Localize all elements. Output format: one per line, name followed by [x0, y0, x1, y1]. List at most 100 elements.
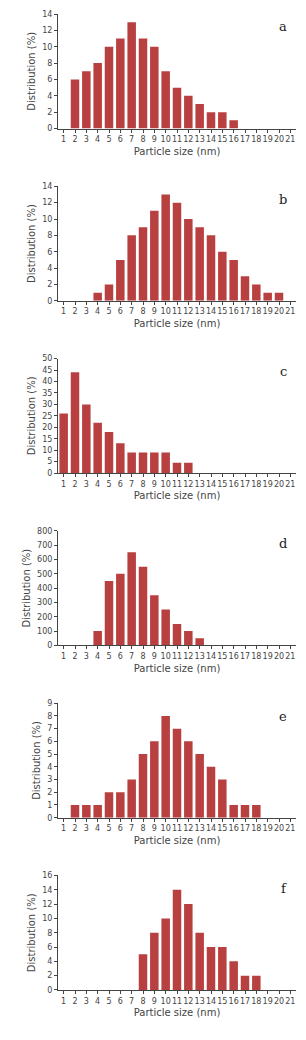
svg-text:7: 7 — [129, 824, 134, 833]
svg-text:13: 13 — [195, 997, 205, 1006]
svg-text:19: 19 — [263, 824, 273, 833]
svg-text:16: 16 — [229, 997, 239, 1006]
svg-text:9: 9 — [152, 480, 157, 489]
svg-text:0: 0 — [47, 814, 52, 823]
svg-text:20: 20 — [274, 652, 284, 661]
svg-text:4: 4 — [95, 824, 100, 833]
svg-text:15: 15 — [217, 824, 227, 833]
svg-text:17: 17 — [240, 997, 250, 1006]
svg-text:100: 100 — [37, 627, 52, 636]
svg-text:15: 15 — [217, 135, 227, 144]
svg-text:800: 800 — [37, 527, 52, 536]
svg-text:0: 0 — [47, 986, 52, 995]
svg-text:21: 21 — [285, 824, 295, 833]
svg-text:12: 12 — [183, 824, 193, 833]
svg-text:30: 30 — [42, 400, 52, 409]
svg-text:8: 8 — [47, 712, 52, 721]
svg-text:50: 50 — [42, 354, 52, 363]
svg-text:6: 6 — [47, 737, 52, 746]
svg-text:11: 11 — [172, 480, 182, 489]
svg-text:12: 12 — [183, 480, 193, 489]
svg-text:17: 17 — [240, 307, 250, 316]
svg-text:6: 6 — [118, 307, 123, 316]
svg-text:2: 2 — [72, 652, 77, 661]
svg-text:21: 21 — [285, 135, 295, 144]
svg-text:14: 14 — [206, 307, 216, 316]
svg-text:6: 6 — [118, 135, 123, 144]
svg-text:c: c — [280, 364, 287, 379]
svg-text:0: 0 — [47, 469, 52, 478]
svg-text:Particle size (nm): Particle size (nm) — [134, 318, 221, 329]
svg-text:17: 17 — [240, 135, 250, 144]
svg-text:14: 14 — [206, 997, 216, 1006]
svg-text:17: 17 — [240, 824, 250, 833]
svg-text:12: 12 — [183, 652, 193, 661]
svg-text:18: 18 — [251, 480, 261, 489]
svg-text:14: 14 — [42, 886, 52, 895]
svg-text:18: 18 — [251, 135, 261, 144]
svg-text:14: 14 — [206, 480, 216, 489]
svg-text:Particle size (nm): Particle size (nm) — [134, 146, 221, 157]
svg-text:5: 5 — [106, 480, 111, 489]
svg-text:9: 9 — [152, 652, 157, 661]
svg-text:Particle size (nm): Particle size (nm) — [134, 835, 221, 846]
svg-text:6: 6 — [118, 480, 123, 489]
svg-text:2: 2 — [72, 307, 77, 316]
svg-text:16: 16 — [229, 824, 239, 833]
svg-text:12: 12 — [183, 135, 193, 144]
svg-text:12: 12 — [183, 307, 193, 316]
svg-text:6: 6 — [47, 75, 52, 84]
svg-text:18: 18 — [251, 824, 261, 833]
svg-text:3: 3 — [47, 775, 52, 784]
svg-text:15: 15 — [217, 480, 227, 489]
svg-text:3: 3 — [84, 307, 89, 316]
svg-text:Distribution (%): Distribution (%) — [26, 204, 37, 283]
svg-text:0: 0 — [47, 297, 52, 306]
svg-text:5: 5 — [106, 997, 111, 1006]
svg-text:6: 6 — [118, 997, 123, 1006]
svg-text:Distribution (%): Distribution (%) — [26, 376, 37, 455]
svg-text:5: 5 — [47, 457, 52, 466]
svg-text:11: 11 — [172, 307, 182, 316]
svg-text:2: 2 — [72, 824, 77, 833]
svg-text:16: 16 — [229, 135, 239, 144]
svg-text:10: 10 — [161, 135, 171, 144]
svg-text:700: 700 — [37, 541, 52, 550]
svg-text:4: 4 — [47, 957, 52, 966]
svg-text:18: 18 — [251, 652, 261, 661]
svg-text:1: 1 — [61, 135, 66, 144]
svg-text:11: 11 — [172, 652, 182, 661]
svg-text:5: 5 — [106, 135, 111, 144]
svg-text:7: 7 — [129, 307, 134, 316]
svg-text:e: e — [279, 709, 287, 724]
svg-text:25: 25 — [42, 412, 52, 421]
svg-text:20: 20 — [274, 480, 284, 489]
svg-text:14: 14 — [42, 182, 52, 191]
svg-text:1: 1 — [61, 652, 66, 661]
svg-text:8: 8 — [140, 480, 145, 489]
svg-text:11: 11 — [172, 135, 182, 144]
svg-text:4: 4 — [95, 135, 100, 144]
svg-text:20: 20 — [274, 135, 284, 144]
svg-text:15: 15 — [42, 435, 52, 444]
svg-text:11: 11 — [172, 824, 182, 833]
svg-text:4: 4 — [95, 652, 100, 661]
svg-text:10: 10 — [42, 43, 52, 52]
svg-text:Particle size (nm): Particle size (nm) — [134, 490, 221, 501]
svg-text:8: 8 — [140, 652, 145, 661]
svg-text:1: 1 — [61, 480, 66, 489]
svg-text:9: 9 — [152, 824, 157, 833]
svg-text:3: 3 — [84, 997, 89, 1006]
svg-text:1: 1 — [47, 801, 52, 810]
svg-text:2: 2 — [72, 480, 77, 489]
svg-text:8: 8 — [47, 929, 52, 938]
svg-text:10: 10 — [161, 480, 171, 489]
svg-text:13: 13 — [195, 652, 205, 661]
svg-text:Particle size (nm): Particle size (nm) — [134, 663, 221, 674]
svg-text:16: 16 — [42, 871, 52, 880]
svg-text:18: 18 — [251, 997, 261, 1006]
svg-text:9: 9 — [47, 699, 52, 708]
svg-text:35: 35 — [42, 389, 52, 398]
svg-text:500: 500 — [37, 570, 52, 579]
svg-text:Distribution (%): Distribution (%) — [26, 32, 37, 111]
